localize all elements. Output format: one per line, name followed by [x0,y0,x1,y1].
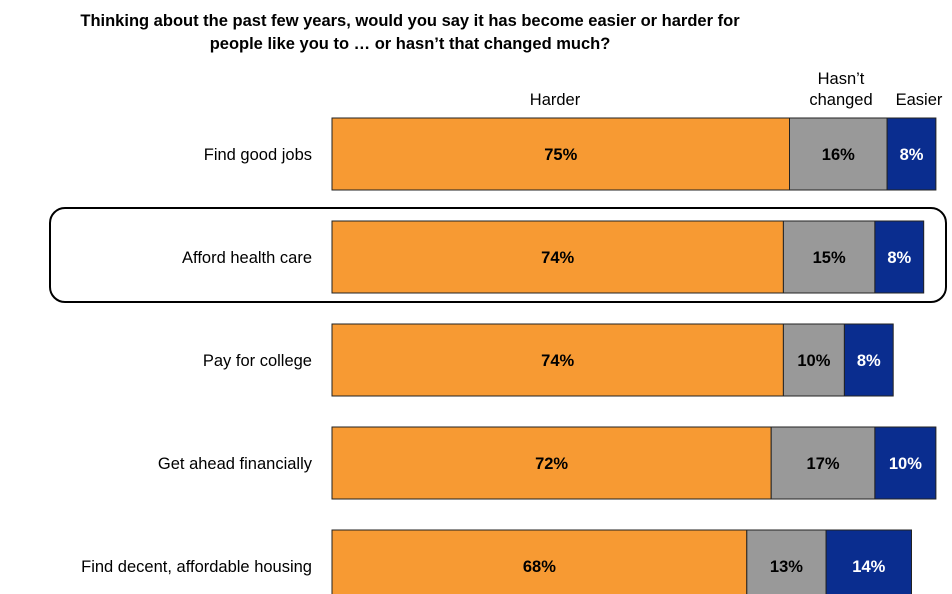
category-label-find-decent-affordable-housing: Find decent, affordable housing [81,558,312,576]
data-label-easier-get-ahead-financially: 10% [889,455,922,473]
bar-easier-find-good-jobs [886,117,937,191]
bar-easier-get-ahead-financially [874,426,937,500]
bar-harder-find-good-jobs [331,117,790,191]
data-label-hasn-t-changed-find-decent-affordable-housing: 13% [770,558,803,576]
bar-hasn-t-changed-afford-health-care [782,220,876,294]
bar-harder-pay-for-college [331,323,784,397]
header-hasnt-changed-line2: changed [809,91,873,109]
header-harder: Harder [529,91,581,109]
bar-harder-get-ahead-financially [331,426,772,500]
data-label-harder-find-decent-affordable-housing: 68% [523,558,556,576]
category-label-get-ahead-financially: Get ahead financially [158,455,313,473]
header-hasnt-changed-line1: Hasn’t [817,70,865,88]
bar-hasn-t-changed-get-ahead-financially [770,426,876,500]
bar-harder-find-decent-affordable-housing [331,529,748,594]
data-label-harder-pay-for-college: 74% [541,352,574,370]
data-label-easier-find-decent-affordable-housing: 14% [852,558,885,576]
bar-easier-afford-health-care [874,220,925,294]
data-label-easier-find-good-jobs: 8% [900,146,924,164]
data-label-easier-pay-for-college: 8% [857,352,881,370]
bar-hasn-t-changed-pay-for-college [782,323,845,397]
data-label-harder-afford-health-care: 74% [541,249,574,267]
category-label-afford-health-care: Afford health care [182,249,312,267]
data-label-easier-afford-health-care: 8% [887,249,911,267]
bar-easier-find-decent-affordable-housing [825,529,912,594]
data-label-harder-find-good-jobs: 75% [544,146,577,164]
chart-title: Thinking about the past few years, would… [80,12,740,53]
bar-hasn-t-changed-find-good-jobs [789,117,888,191]
category-label-find-good-jobs: Find good jobs [204,146,312,164]
bar-hasn-t-changed-find-decent-affordable-housing [746,529,827,594]
data-label-harder-get-ahead-financially: 72% [535,455,568,473]
header-easier: Easier [895,91,943,109]
bar-easier-pay-for-college [843,323,894,397]
category-label-pay-for-college: Pay for college [203,352,312,370]
header-hasnt-changed: Hasn’t changed [792,69,890,111]
bar-harder-afford-health-care [331,220,784,294]
data-label-hasn-t-changed-find-good-jobs: 16% [822,146,855,164]
highlight-box-afford-health-care [49,207,947,303]
data-label-hasn-t-changed-get-ahead-financially: 17% [807,455,840,473]
data-label-hasn-t-changed-afford-health-care: 15% [813,249,846,267]
data-label-hasn-t-changed-pay-for-college: 10% [797,352,830,370]
